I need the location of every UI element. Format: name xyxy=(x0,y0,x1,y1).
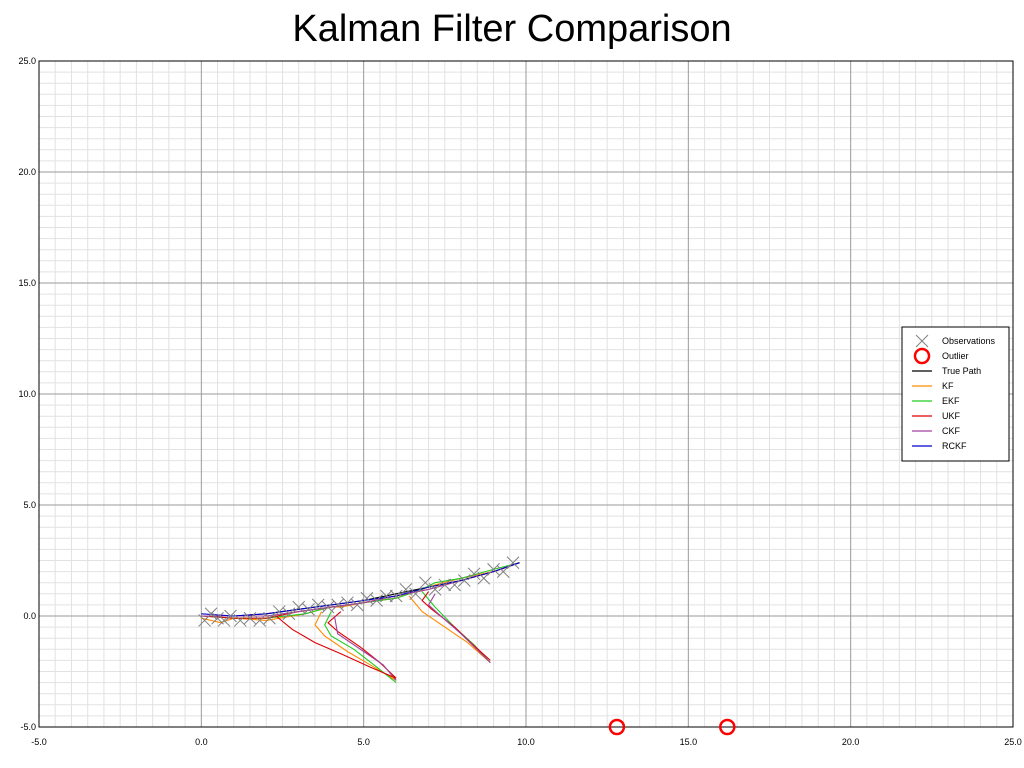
series-branch-kf xyxy=(314,611,397,681)
observation-cross-stroke xyxy=(350,598,364,612)
series-branch-ckf xyxy=(333,615,397,681)
y-tick-label: -5.0 xyxy=(20,722,36,732)
outlier-point xyxy=(608,718,626,736)
observation-cross-stroke xyxy=(389,589,403,603)
observation-markers xyxy=(198,556,520,627)
observation-cross-stroke xyxy=(321,600,335,614)
observation-point xyxy=(282,607,296,621)
x-tick-label: 5.0 xyxy=(357,737,370,747)
observation-cross-stroke xyxy=(448,578,461,592)
observation-cross-stroke xyxy=(477,571,491,585)
legend-label: RCKF xyxy=(942,441,967,451)
series-branch-ckf xyxy=(427,593,491,663)
observation-cross-stroke xyxy=(399,583,413,596)
observation-cross-stroke xyxy=(428,583,442,596)
x-tick-label: 15.0 xyxy=(680,737,698,747)
observation-cross-stroke xyxy=(224,609,237,623)
observation-point xyxy=(448,578,461,592)
x-axis-ticks: -5.0 0.0 5.0 10.0 15.0 20.0 25.0 xyxy=(31,737,1022,747)
observation-cross-stroke xyxy=(211,611,224,625)
series-branch-kf xyxy=(408,595,491,664)
legend-marker-outlier xyxy=(913,347,931,365)
series-branch-ukf xyxy=(421,591,491,661)
series-lines xyxy=(201,562,520,624)
legend-label: KF xyxy=(942,381,954,391)
observation-cross-stroke xyxy=(302,602,315,616)
observation-point xyxy=(399,583,413,596)
outlier-point xyxy=(719,718,736,736)
y-tick-label: 0.0 xyxy=(23,611,36,621)
series-branches xyxy=(275,591,491,684)
y-tick-label: 20.0 xyxy=(18,167,36,177)
chart-title: Kalman Filter Comparison xyxy=(292,8,732,50)
x-tick-label: 10.0 xyxy=(517,737,535,747)
x-tick-label: 20.0 xyxy=(842,737,860,747)
observation-point xyxy=(467,567,481,581)
observation-cross-stroke xyxy=(438,578,452,592)
legend: Observations Outlier True Path KF EKF UKF CKF R… xyxy=(901,326,1010,462)
observation-point xyxy=(263,611,276,625)
outlier-markers xyxy=(608,718,736,736)
observation-point xyxy=(370,594,384,607)
observation-point xyxy=(418,576,432,590)
legend-label: CKF xyxy=(942,426,961,436)
observation-point xyxy=(211,611,224,625)
observation-point xyxy=(380,589,393,603)
observation-point xyxy=(409,587,422,601)
legend-label: Outlier xyxy=(942,351,969,361)
observation-cross-stroke xyxy=(506,556,520,570)
y-axis-ticks: -5.0 0.0 5.0 10.0 15.0 20.0 25.0 xyxy=(18,56,36,732)
series-line-rckf xyxy=(201,562,520,617)
observation-point xyxy=(224,609,237,623)
observation-cross-stroke xyxy=(370,594,384,607)
x-tick-label: 25.0 xyxy=(1004,737,1022,747)
observation-cross-stroke xyxy=(467,567,481,581)
observation-cross-stroke xyxy=(282,607,296,621)
observation-cross-stroke xyxy=(380,589,393,603)
legend-label: EKF xyxy=(942,396,960,406)
observation-point xyxy=(389,589,403,603)
legend-marker-observations xyxy=(915,334,929,348)
observation-cross-stroke xyxy=(418,576,432,590)
y-tick-label: 15.0 xyxy=(18,278,36,288)
observation-cross-stroke xyxy=(233,614,247,627)
observation-cross-stroke xyxy=(457,574,471,587)
observation-cross-stroke xyxy=(217,614,231,627)
observation-point xyxy=(204,607,218,621)
observation-cross-stroke xyxy=(253,614,267,627)
observation-point xyxy=(496,565,510,578)
observation-point xyxy=(350,598,364,612)
observation-cross-stroke xyxy=(263,611,276,625)
x-tick-label: -5.0 xyxy=(31,737,47,747)
observation-point xyxy=(438,578,452,592)
observation-point xyxy=(302,602,315,616)
observation-cross-stroke xyxy=(496,565,510,578)
y-tick-label: 10.0 xyxy=(18,389,36,399)
observation-point xyxy=(457,574,471,587)
legend-label: Observations xyxy=(942,336,996,346)
series-branch-ukf xyxy=(327,611,397,679)
x-tick-label: 0.0 xyxy=(195,737,208,747)
series-branch-ukf xyxy=(275,615,397,679)
legend-label: True Path xyxy=(942,366,981,376)
y-tick-label: 25.0 xyxy=(18,56,36,66)
legend-label: UKF xyxy=(942,411,961,421)
observation-cross-stroke xyxy=(331,598,345,612)
observation-point xyxy=(506,556,520,570)
observation-point xyxy=(428,583,442,596)
y-tick-label: 5.0 xyxy=(23,500,36,510)
plot-frame xyxy=(38,60,1014,728)
series-branch-ekf xyxy=(324,611,397,684)
observation-point xyxy=(477,571,491,585)
observation-point xyxy=(217,614,231,627)
observation-cross-stroke xyxy=(409,587,422,601)
observation-cross-stroke xyxy=(204,607,218,621)
